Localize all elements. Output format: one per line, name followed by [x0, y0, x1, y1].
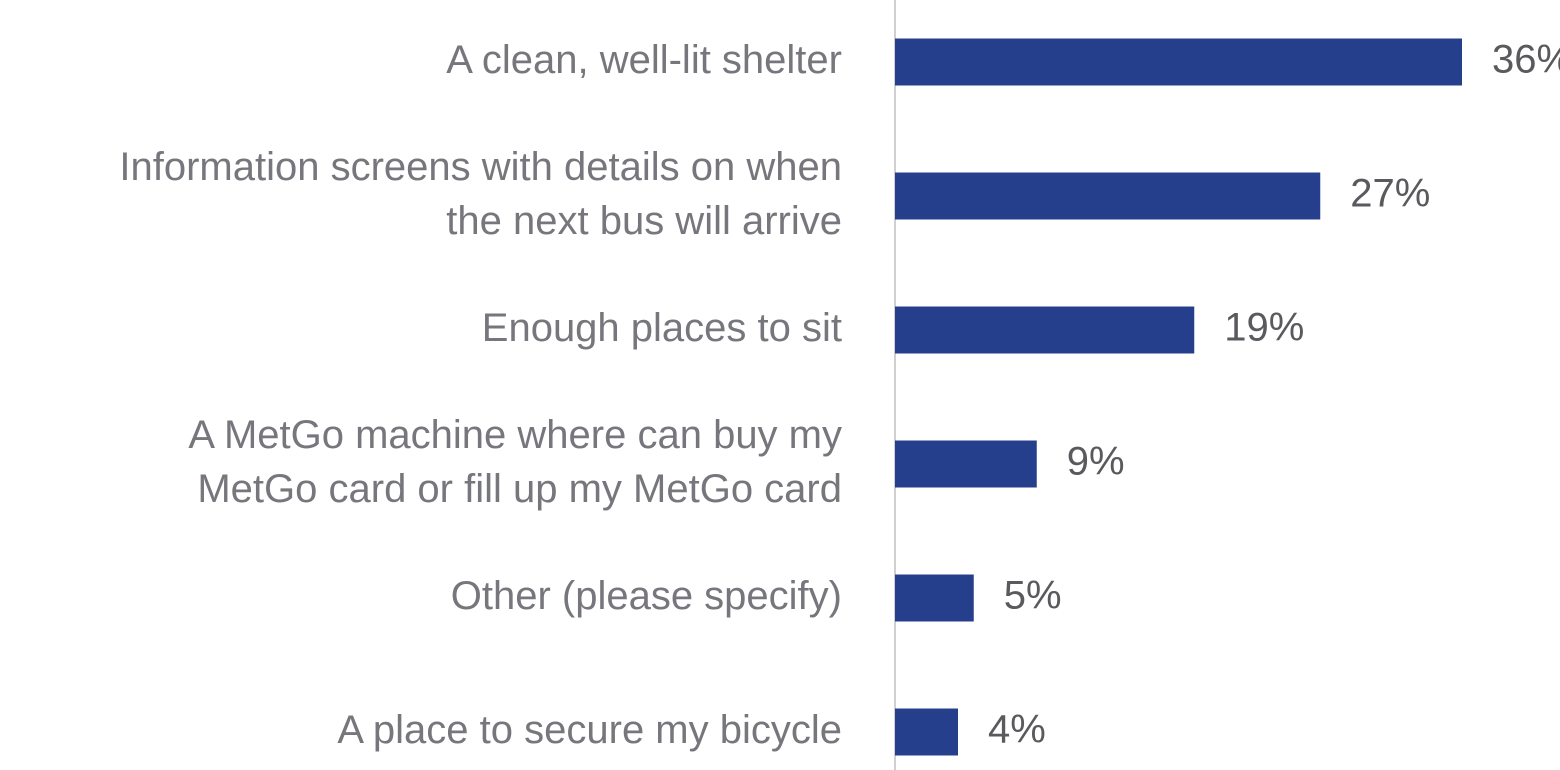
category-label: A clean, well-lit shelter [446, 38, 842, 82]
bar [895, 440, 1037, 488]
data-label: 27% [1350, 172, 1430, 216]
category-line: Enough places to sit [482, 306, 842, 350]
bar [895, 708, 958, 756]
bar [895, 574, 974, 622]
category-line: Other (please specify) [451, 574, 842, 618]
data-label: 9% [1067, 440, 1125, 484]
category-label: Enough places to sit [482, 306, 842, 350]
category-line: A place to secure my bicycle [337, 708, 842, 752]
category-line: MetGo card or fill up my MetGo card [197, 467, 842, 511]
bar [895, 306, 1195, 354]
category-label: Information screens with details on when… [119, 145, 842, 243]
category-line: the next bus will arrive [446, 199, 842, 243]
category-line: A clean, well-lit shelter [446, 38, 842, 82]
data-label: 36% [1492, 38, 1560, 82]
bar [895, 172, 1321, 220]
category-label: A place to secure my bicycle [337, 708, 842, 752]
category-line: Information screens with details on when [119, 145, 842, 189]
data-label: 19% [1224, 306, 1304, 350]
category-label: Other (please specify) [451, 574, 842, 618]
bar [895, 38, 1462, 86]
data-label: 5% [1004, 574, 1062, 618]
data-label: 4% [988, 708, 1046, 752]
category-label: A MetGo machine where can buy my MetGo ca… [188, 413, 842, 511]
category-line: A MetGo machine where can buy my [188, 413, 842, 457]
